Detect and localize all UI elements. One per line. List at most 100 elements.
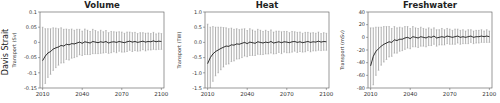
error-bar-cap [462, 43, 464, 44]
error-bar-cap [252, 55, 254, 56]
error-bar-cap [268, 53, 270, 54]
error-bar-cap [318, 50, 320, 51]
error-bar-cap [412, 26, 414, 27]
y-tick-label: 1.0 [194, 9, 202, 15]
y-tick-label: 0.1 [29, 9, 37, 15]
x-tick [42, 88, 43, 90]
error-bar-cap [273, 32, 275, 33]
error-bar-cap [307, 50, 309, 51]
error-bar-cap [92, 53, 94, 54]
error-bar-cap [486, 42, 488, 43]
y-tick-label: 0.05 [26, 24, 37, 30]
error-bar-cap [383, 62, 385, 63]
y-tick-label: -0.5 [192, 54, 202, 60]
error-bar-cap [407, 48, 409, 49]
error-bar-stem [370, 28, 371, 88]
error-bar-cap [60, 27, 62, 28]
y-tick-label: -1.5 [192, 85, 202, 91]
y-tick-label: -1.0 [192, 70, 202, 76]
title: Heat [256, 0, 279, 10]
error-bar-cap [470, 29, 472, 30]
y-tick-label: -40 [357, 59, 365, 65]
error-bar-cap [134, 32, 136, 33]
error-bar-cap [223, 67, 225, 68]
error-bar-cap [378, 27, 380, 28]
error-bar-cap [489, 42, 491, 43]
error-bar-cap [254, 31, 256, 32]
mean-line [371, 36, 490, 66]
panel: HeatTransport (TW)-1.5-1.0-0.50.00.51.02… [176, 0, 334, 103]
error-bar-cap [126, 32, 128, 33]
error-bar-cap [73, 57, 75, 58]
error-bar-cap [260, 54, 262, 55]
error-bar-cap [113, 51, 115, 52]
y-tick-label: 0.5 [194, 24, 202, 30]
error-bar-cap [415, 46, 417, 47]
error-bar-cap [401, 50, 403, 51]
error-bar-cap [108, 32, 110, 33]
error-bar-cap [105, 52, 107, 53]
error-bar-cap [241, 29, 243, 30]
error-bar-cap [231, 28, 233, 29]
error-bar-cap [378, 70, 380, 71]
y-tick [38, 88, 40, 89]
error-bar-cap [486, 29, 488, 30]
error-bar-cap [42, 27, 44, 28]
error-bar-cap [95, 30, 97, 31]
error-bar-cap [283, 52, 285, 53]
error-bar-cap [394, 26, 396, 27]
error-bar-cap [110, 31, 112, 32]
y-tick [203, 27, 205, 28]
error-bar-cap [415, 27, 417, 28]
error-bar-cap [478, 43, 480, 44]
y-tick-label: 0.0 [194, 39, 202, 45]
error-bar-cap [145, 33, 147, 34]
plot-frame [205, 12, 329, 88]
error-bar-cap [73, 30, 75, 31]
x-tick [449, 88, 450, 90]
error-bar-cap [420, 27, 422, 28]
x-tick-label: 2100 [482, 91, 496, 97]
error-bar-cap [257, 29, 259, 30]
error-bar-cap [238, 58, 240, 59]
error-bar-cap [326, 33, 328, 34]
error-bar-cap [244, 28, 246, 29]
error-bar-cap [153, 49, 155, 50]
row-label: Davis Strait [1, 29, 10, 76]
error-bar-cap [58, 65, 60, 66]
error-bar-cap [121, 32, 123, 33]
error-bar-cap [278, 52, 280, 53]
error-bar-cap [318, 32, 320, 33]
y-tick-label: 0 [362, 34, 365, 40]
error-bar-cap [489, 31, 491, 32]
error-bar-cap [142, 32, 144, 33]
error-bar-cap [209, 88, 211, 89]
error-bar-stem [42, 27, 43, 88]
error-bar-cap [47, 77, 49, 78]
y-tick [38, 72, 40, 73]
error-bar-cap [465, 31, 467, 32]
error-bar-cap [386, 26, 388, 27]
error-bar-cap [436, 46, 438, 47]
error-bar-cap [233, 60, 235, 61]
error-bar-cap [399, 51, 401, 52]
error-bar-cap [139, 32, 141, 33]
y-tick-label: -0.05 [24, 54, 37, 60]
y-tick [366, 75, 368, 76]
mean-line [208, 41, 327, 64]
error-bar-cap [404, 49, 406, 50]
y-tick-label: -20 [357, 47, 365, 53]
plot-frame [368, 12, 492, 88]
error-bar-cap [212, 26, 214, 27]
error-bar-cap [63, 29, 65, 30]
error-bar-cap [310, 32, 312, 33]
y-tick [38, 12, 40, 13]
error-bar-cap [118, 31, 120, 32]
x-tick [489, 88, 490, 90]
error-bar-cap [236, 28, 238, 29]
error-bar-cap [391, 56, 393, 57]
error-bar-cap [220, 27, 222, 28]
error-bar-cap [294, 51, 296, 52]
error-bar-cap [150, 33, 152, 34]
y-tick-label: 40 [359, 9, 365, 15]
